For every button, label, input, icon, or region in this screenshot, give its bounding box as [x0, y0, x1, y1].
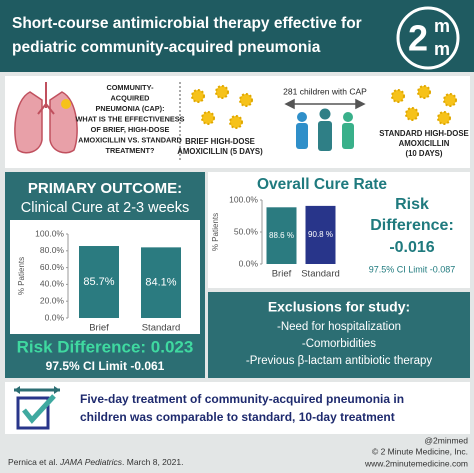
- x-tick-label: Standard: [142, 323, 181, 334]
- bar: [305, 205, 336, 264]
- bar: [141, 247, 181, 318]
- risk-difference: -0.016: [389, 239, 434, 256]
- ci-limit: 97.5% CI Limit -0.061: [46, 359, 165, 373]
- y-tick-label: 80.0%: [40, 245, 65, 255]
- logo-ring: [396, 6, 460, 70]
- website: www.2minutemedicine.com: [364, 458, 468, 468]
- y-axis-label: % Patients: [17, 257, 26, 295]
- logo-letter: m: [434, 16, 450, 36]
- question-line: ACQUIRED: [111, 93, 150, 102]
- x-tick-label: Brief: [272, 269, 292, 280]
- conclusion-line: Five-day treatment of community-acquired…: [80, 392, 404, 406]
- exclusion-item: -Previous β-lactam antibiotic therapy: [246, 355, 432, 367]
- lungs-icon: [14, 82, 78, 154]
- citation: Pernica et al. JAMA Pediatrics. March 8,…: [8, 457, 183, 467]
- value-label: 84.1%: [145, 277, 176, 289]
- arm-label: AMOXICILLIN: [399, 139, 450, 148]
- x-tick-label: Standard: [301, 269, 340, 280]
- virus: [239, 93, 253, 107]
- y-tick-label: 0.0%: [45, 312, 65, 322]
- virus: [229, 115, 243, 129]
- question-line: COMMUNITY-: [106, 83, 154, 92]
- y-tick-label: 0.0%: [239, 258, 259, 268]
- question-line: WHAT IS THE EFFECTIVENESS: [76, 114, 185, 123]
- panel-title: Exclusions for study:: [268, 299, 410, 315]
- population: 281 children with CAP: [283, 86, 367, 96]
- question-line: PNEUMONIA (CAP):: [95, 104, 164, 113]
- copyright: © 2 Minute Medicine, Inc.: [372, 446, 468, 456]
- y-tick-label: 50.0%: [234, 226, 259, 236]
- question-line: OF BRIEF, HIGH-DOSE: [91, 125, 170, 134]
- arm-label: (10 DAYS): [406, 149, 443, 158]
- arm-label: STANDARD HIGH-DOSE: [379, 129, 469, 138]
- virus: [417, 85, 431, 99]
- header: [0, 0, 474, 72]
- arrow: [284, 98, 366, 110]
- virus: [201, 111, 215, 125]
- y-tick-label: 60.0%: [40, 262, 65, 272]
- y-tick-label: 100.0%: [229, 194, 258, 204]
- panel-subtitle: Clinical Cure at 2-3 weeks: [21, 200, 189, 216]
- children-icon: [296, 108, 354, 151]
- risk-difference: Risk Difference: 0.023: [17, 337, 194, 356]
- y-tick-label: 20.0%: [40, 295, 65, 305]
- virus-icons: [191, 85, 457, 129]
- exclusion-item: -Need for hospitalization: [277, 321, 401, 333]
- bar: [79, 246, 119, 318]
- y-tick-label: 40.0%: [40, 279, 65, 289]
- y-axis-label: % Patients: [211, 213, 220, 251]
- question-line: AMOXICILLIN VS. STANDARD: [78, 135, 182, 144]
- logo-digit: 2: [408, 18, 428, 59]
- virus: [443, 93, 457, 107]
- logo-letter: m: [434, 39, 450, 59]
- citation-part: Pernica et al.: [8, 457, 60, 467]
- citation-journal: JAMA Pediatrics: [59, 457, 123, 467]
- exclusion-item: -Comorbidities: [302, 338, 376, 350]
- risk-difference: Risk: [395, 196, 429, 213]
- conclusion-panel: [5, 382, 470, 434]
- value-label: 85.7%: [83, 276, 114, 288]
- panel-title: Overall Cure Rate: [257, 176, 387, 193]
- virus: [191, 89, 205, 103]
- virus: [215, 85, 229, 99]
- overall-panel: [208, 172, 470, 288]
- bar: [266, 207, 297, 264]
- panel-title: PRIMARY OUTCOME:: [28, 180, 182, 197]
- title-line: Short-course antimicrobial therapy effec…: [12, 15, 362, 32]
- arm-label: AMOXICILLIN (5 DAYS): [177, 147, 263, 156]
- virus: [405, 107, 419, 121]
- ci-limit: 97.5% CI Limit -0.087: [369, 264, 456, 274]
- conclusion-line: children was comparable to standard, 10-…: [80, 410, 395, 424]
- value-label: 88.6 %: [269, 231, 294, 240]
- check-icon: [14, 386, 60, 430]
- x-tick-label: Brief: [89, 323, 109, 334]
- citation-part: . March 8, 2021.: [122, 457, 183, 467]
- exclusions-panel: [208, 292, 470, 378]
- value-label: 90.8 %: [308, 230, 333, 239]
- y-tick-label: 100.0%: [35, 228, 64, 238]
- question: COMMUNITY-ACQUIRED PNEUMONIA (CAP):WHAT I…: [76, 83, 185, 155]
- arm-label: BRIEF HIGH-DOSE: [185, 137, 255, 146]
- social: @2minmed: [424, 435, 468, 445]
- question-line: TREATMENT?: [106, 146, 155, 155]
- title-line: pediatric community-acquired pneumonia: [12, 39, 321, 56]
- exclusion-list: -Need for hospitalization -Comorbidities -…: [246, 321, 432, 367]
- virus: [437, 111, 451, 125]
- risk-difference: Difference:: [370, 217, 454, 234]
- virus: [391, 89, 405, 103]
